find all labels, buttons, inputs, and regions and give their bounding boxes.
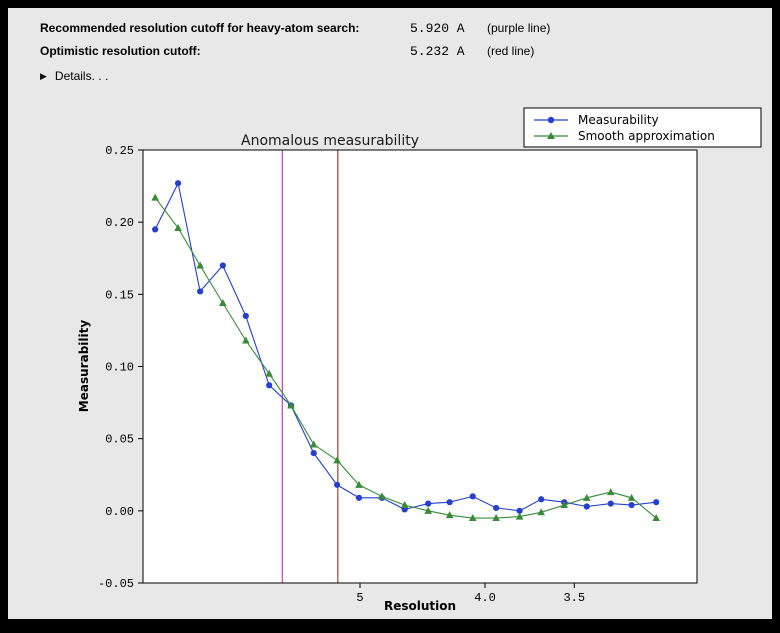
smooth-approximation-point [309,440,318,448]
smooth-approximation-point [582,493,591,501]
measurability-point [516,507,523,514]
content-panel: Recommended resolution cutoff for heavy-… [8,8,772,619]
legend-measurability-marker-icon [547,116,555,124]
measurability-point [266,382,273,389]
details-toggle[interactable]: ▶ Details. . . [40,69,108,83]
measurability-point [333,481,341,488]
smooth-approximation-point [445,511,454,519]
y-tick-label: 0.05 [105,433,134,447]
smooth-approximation-point [265,369,273,377]
smooth-approximation-point [242,336,250,344]
x-axis-label: Resolution [384,599,456,613]
recommended-cutoff-value: 5.920 A [410,21,465,36]
smooth-approximation-point [400,501,409,509]
legend: Measurability Smooth approximation [523,107,762,148]
measurability-point [628,501,635,509]
measurability-point [310,450,317,457]
measurability-point [607,500,614,507]
measurability-point [219,262,226,269]
measurability-point [174,180,182,187]
x-tick-label: 3.5 [563,591,585,605]
smooth-approximation-point [333,456,341,464]
legend-smooth-label: Smooth approximation [578,129,715,143]
plot-background [143,150,697,583]
smooth-approximation-point [174,223,182,231]
smooth-approximation-point [355,480,363,488]
optimistic-cutoff-label: Optimistic resolution cutoff: [40,44,201,58]
measurability-plot: 0.25 0.20 0.15 0.10 0.05 0.00 -0.05 5 4.0 3.5 Ano… [77,107,762,613]
measurability-point [538,496,545,503]
plot-frame [142,149,698,584]
details-disclosure-icon: ▶ [40,70,47,81]
measurability-point [355,494,363,501]
measurability-point [197,288,204,295]
measurability-point [493,504,500,512]
plot-series-group: 0.25 0.20 0.15 0.10 0.05 0.00 -0.05 5 4.0 3.5 [98,144,660,605]
measurability-point [653,499,660,506]
smooth-approximation-point [492,514,500,522]
smooth-approximation-point [652,514,660,522]
measurability-point [469,493,476,500]
legend-measurability-label: Measurability [578,113,659,127]
measurability-point [242,312,249,320]
smooth-approximation-point [378,492,386,500]
optimistic-cutoff-note: (red line) [487,44,535,58]
smooth-approximation-point [196,261,204,269]
details-label: Details. . . [54,69,109,83]
measurability-point [446,499,453,506]
legend-smooth-marker-icon [547,132,555,139]
legend-box [523,107,762,148]
recommended-cutoff-note: (purple line) [487,21,551,35]
optimistic-cutoff-row: Optimistic resolution cutoff: 5.232 A (r… [8,44,772,62]
smooth-approximation-point [468,514,477,522]
y-tick-label: 0.00 [105,505,134,519]
x-tick-label: 4.0 [474,591,496,605]
y-tick-label: 0.10 [105,361,134,375]
optimistic-cutoff-value: 5.232 A [410,44,465,59]
smooth-approximation-point [537,508,545,516]
smooth-approximation-point [424,506,432,514]
smooth-approximation-point [151,193,159,201]
recommended-cutoff-label: Recommended resolution cutoff for heavy-… [40,21,360,35]
y-axis-label: Measurability [77,320,91,413]
recommended-cutoff-row: Recommended resolution cutoff for heavy-… [8,21,772,39]
smooth-approximation-point [627,493,636,501]
measurability-point [152,226,159,233]
smooth-approximation-point [560,501,569,509]
smooth-approximation-point [515,512,524,520]
smooth-approximation-point [287,401,295,409]
chart-title: Anomalous measurability [241,133,419,149]
measurability-point [425,500,432,507]
y-tick-label: 0.15 [105,288,134,302]
x-tick-label: 5 [356,591,363,605]
y-tick-label: 0.25 [105,144,134,158]
smooth-approximation-point [606,488,615,496]
measurability-point [583,503,590,510]
y-tick-label: -0.05 [98,577,134,591]
y-tick-label: 0.20 [105,216,134,230]
smooth-approximation-point [219,298,227,306]
